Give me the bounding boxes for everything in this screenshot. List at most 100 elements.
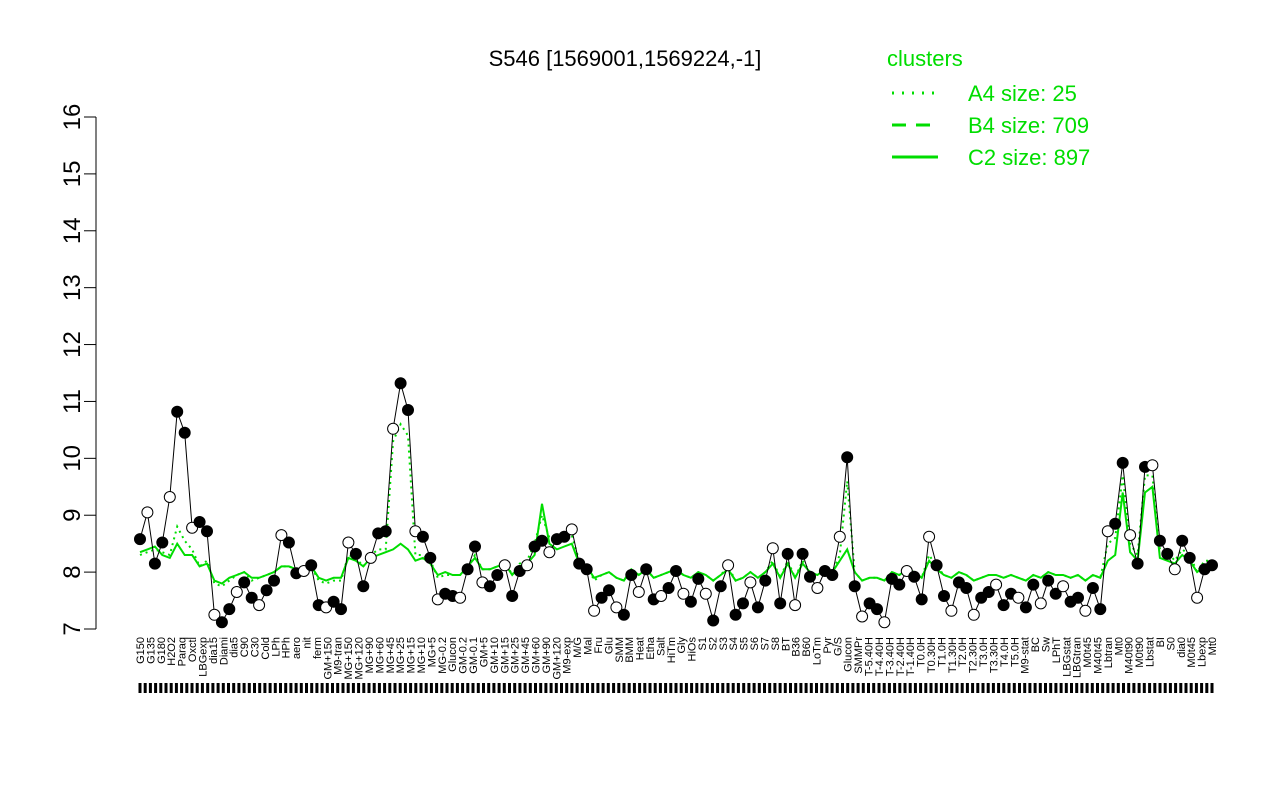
data-point [521,559,534,572]
x-tick-label: LPh [270,637,282,657]
data-point [1183,551,1196,564]
x-tick-label: S2 [707,637,719,650]
x-tick-label: S4 [728,637,740,650]
data-point [424,551,437,564]
x-tick-label: T0.0H [916,637,928,667]
x-tick-label: MG+150 [343,637,355,680]
data-point [804,570,816,583]
data-point [543,546,556,559]
data-point [632,586,645,598]
x-tick-label: G/S [832,637,844,656]
data-point [1027,578,1040,591]
x-tick-label: MG+5 [426,637,438,667]
data-point [781,547,794,560]
series-line-a4 [139,422,1212,588]
data-point [134,533,146,546]
data-point [1049,587,1062,600]
x-tick-label: LBGexp [197,637,209,677]
data-point [1109,517,1122,530]
x-tick-label: dia15 [208,637,220,664]
x-tick-label: S1 [697,637,709,650]
x-tick-label: BC [1030,637,1042,652]
x-tick-label: Pyr [822,637,834,654]
data-points [134,377,1218,629]
x-tick-label: Fru [593,637,605,654]
data-point [945,604,958,617]
x-tick-label: Glucon [843,637,855,672]
x-tick-label: M0t90 [1134,637,1146,668]
data-point [610,601,623,614]
x-tick-label: MG-0.2 [437,637,449,674]
data-point [714,580,727,593]
x-tick-label: T0.30H [926,637,938,673]
y-tick-label: 14 [59,217,86,244]
x-tick-label: dia5 [229,637,241,658]
data-point [923,530,936,543]
x-tick-label: Mal [583,637,595,655]
data-point [841,451,854,464]
data-point [915,593,928,606]
x-tick-label: Lbstat [1145,637,1157,667]
x-tick-label: MG+15 [406,637,418,673]
x-tick-label: Lbexp [1197,637,1209,667]
data-point [387,422,400,435]
data-point [565,523,578,536]
x-tick-label: M0t45 [1186,637,1198,668]
x-tick-label: T2.30H [968,637,980,673]
data-point [908,570,921,583]
data-point [982,586,995,598]
y-tick-label: 8 [59,565,86,578]
x-tick-label: HiOs [687,637,699,662]
data-point [1176,534,1189,547]
x-tick-label: LBGtran [1072,637,1084,678]
data-point [699,587,712,600]
x-tick-label: BI [1155,637,1167,647]
data-point [1086,582,1099,594]
data-point [260,584,273,597]
data-point [335,603,347,616]
x-tick-label: LoTm [812,637,824,665]
data-point [1206,559,1218,572]
x-tick-label: G135 [145,637,157,664]
x-tick-label: M9-stat [1020,637,1032,674]
data-point [729,608,742,621]
y-tick-label: 10 [59,445,86,472]
x-tick-label: Heat [635,637,647,660]
data-point [215,616,228,629]
x-tick-label: M9-tran [333,637,345,675]
data-point [349,547,362,560]
x-tick-label: C30 [250,637,262,657]
data-point [893,578,906,591]
data-point [394,377,407,390]
data-point [506,590,519,602]
data-point [997,599,1010,612]
x-tick-label: M40t45 [1093,637,1105,674]
data-point [1012,591,1025,604]
x-tick-label: Glucon [447,637,459,672]
data-point [1019,601,1032,614]
x-tick-label: BMM [624,637,636,663]
data-point [811,582,824,594]
data-point [416,530,429,543]
data-point [796,547,809,560]
data-point [469,540,481,553]
legend-title: clusters [887,46,963,71]
data-point [178,426,191,439]
data-point [148,557,161,570]
x-tick-label: Glu [603,637,615,654]
data-point [253,599,266,612]
x-tick-label: ferm [312,637,324,659]
data-point [1072,591,1084,604]
data-point [707,614,720,627]
x-tick-label: Mt0 [1207,637,1219,655]
data-point [603,584,615,597]
data-point [201,525,213,538]
x-tick-label: T1.0H [936,637,948,667]
data-point [722,559,735,572]
data-point [536,534,548,547]
data-point [617,608,630,621]
data-point [871,603,883,616]
data-point [848,580,861,593]
x-tick-label: MG+45 [385,637,397,673]
data-point [208,608,221,621]
